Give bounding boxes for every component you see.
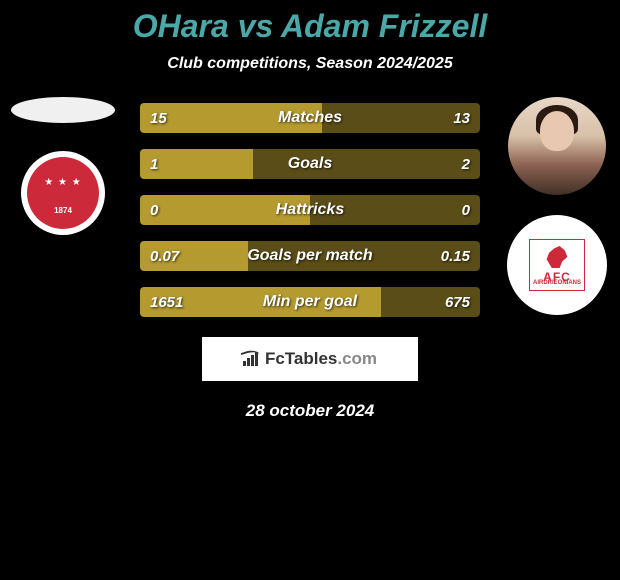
stat-bar: Hattricks0 0 (140, 195, 480, 225)
stat-bar: Min per goal1651 675 (140, 287, 480, 317)
stat-bar: Goals1 2 (140, 149, 480, 179)
bar-value-right: 2 (462, 149, 470, 179)
club-crest-left: ★ ★ ★ (21, 151, 105, 235)
bar-value-left: 0 (150, 195, 158, 225)
brand-chart-icon (243, 352, 261, 366)
snapshot-date: 28 october 2024 (0, 401, 620, 421)
page-title: OHara vs Adam Frizzell (0, 0, 620, 55)
player-photo-right (508, 97, 606, 195)
bar-value-right: 0.15 (441, 241, 470, 271)
bar-label: Hattricks (140, 195, 480, 225)
brand-watermark: FcTables.com (202, 337, 418, 381)
brand-text: FcTables.com (265, 349, 377, 369)
bar-label: Goals (140, 149, 480, 179)
bar-value-right: 13 (453, 103, 470, 133)
bar-value-left: 0.07 (150, 241, 179, 271)
comparison-content: ★ ★ ★ AFC AIRDRIEONIANS Matches15 13 Goals… (0, 97, 620, 317)
bar-value-left: 1651 (150, 287, 183, 317)
left-player-column: ★ ★ ★ (8, 97, 118, 235)
club-crest-right: AFC AIRDRIEONIANS (507, 215, 607, 315)
right-player-column: AFC AIRDRIEONIANS (502, 97, 612, 315)
bar-value-right: 0 (462, 195, 470, 225)
stat-bars: Matches15 13 Goals1 2 Hattricks0 0 Goals per m… (140, 97, 480, 317)
bar-label: Min per goal (140, 287, 480, 317)
bar-value-left: 15 (150, 103, 167, 133)
subtitle: Club competitions, Season 2024/2025 (0, 55, 620, 97)
stat-bar: Matches15 13 (140, 103, 480, 133)
bar-label: Matches (140, 103, 480, 133)
bar-value-left: 1 (150, 149, 158, 179)
bar-value-right: 675 (445, 287, 470, 317)
player-photo-left (11, 97, 115, 123)
stat-bar: Goals per match0.07 0.15 (140, 241, 480, 271)
bar-label: Goals per match (140, 241, 480, 271)
